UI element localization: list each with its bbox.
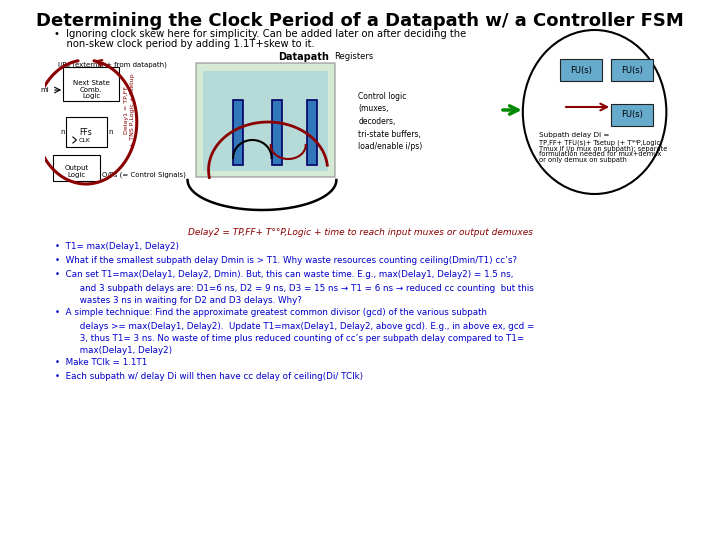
Text: O/Ps (= Control Signals): O/Ps (= Control Signals) [102, 172, 186, 178]
FancyBboxPatch shape [611, 104, 653, 126]
Text: •  T1= max(Delay1, Delay2): • T1= max(Delay1, Delay2) [55, 242, 179, 251]
Text: •  Make TClk = 1.1T1: • Make TClk = 1.1T1 [55, 358, 148, 367]
Text: Logic: Logic [82, 93, 100, 99]
Text: Next State: Next State [73, 80, 109, 86]
FancyBboxPatch shape [560, 59, 603, 81]
Text: •  Can set T1=max(Delay1, Delay2, Dmin). But, this can waste time. E.g., max(Del: • Can set T1=max(Delay1, Delay2, Dmin). … [55, 270, 514, 279]
Text: Control logic
(muxes,
decoders,
tri-state buffers,
load/enable i/ps): Control logic (muxes, decoders, tri-stat… [359, 92, 423, 151]
Text: and 3 subpath delays are: D1=6 ns, D2 = 9 ns, D3 = 15 ns → T1 = 6 ns → reduced c: and 3 subpath delays are: D1=6 ns, D2 = … [55, 284, 534, 293]
Text: •  A simple technique: Find the approximate greatest common divisor (gcd) of the: • A simple technique: Find the approxima… [55, 308, 487, 317]
Text: Output: Output [64, 165, 89, 171]
Text: Delay2 = TP,FF+ T°°P,Logic + time to reach input muxes or output demuxes: Delay2 = TP,FF+ T°°P,Logic + time to rea… [187, 228, 533, 237]
Text: Datapath: Datapath [278, 52, 328, 62]
Circle shape [523, 30, 667, 194]
Text: Comb.: Comb. [80, 87, 102, 93]
Text: •  Ignoring clock skew here for simplicity. Can be added later on after deciding: • Ignoring clock skew here for simplicit… [53, 29, 466, 39]
Text: Determining the Clock Period of a Datapath w/ a Controller FSM: Determining the Clock Period of a Datapa… [36, 12, 684, 30]
Text: FU(s): FU(s) [621, 65, 643, 75]
Text: Registers: Registers [334, 52, 373, 61]
FancyBboxPatch shape [307, 100, 317, 165]
Text: Logic: Logic [67, 172, 86, 178]
FancyBboxPatch shape [203, 71, 328, 171]
Text: formulation needed for mux+demux: formulation needed for mux+demux [539, 151, 662, 157]
FancyBboxPatch shape [197, 63, 336, 177]
Text: Tmux if i/p mux on subpath); separate: Tmux if i/p mux on subpath); separate [539, 145, 668, 152]
Text: max(Delay1, Delay2): max(Delay1, Delay2) [55, 346, 173, 355]
Text: Delay1 = TP,FF
+ TNS P,Logic + Tsetup: Delay1 = TP,FF + TNS P,Logic + Tsetup [124, 73, 135, 147]
Text: FU(s): FU(s) [621, 111, 643, 119]
Text: n: n [60, 129, 65, 135]
Text: Subpath delay Di =: Subpath delay Di = [539, 132, 610, 138]
Text: CLK: CLK [78, 138, 90, 143]
FancyBboxPatch shape [233, 100, 243, 165]
Text: •  Each subpath w/ delay Di will then have cc delay of ceiling(Di/ TClk): • Each subpath w/ delay Di will then hav… [55, 372, 364, 381]
Text: mi: mi [40, 87, 49, 93]
FancyBboxPatch shape [66, 117, 107, 147]
Text: FFs: FFs [80, 128, 92, 137]
Text: I/Ps (external + from datapath): I/Ps (external + from datapath) [58, 62, 167, 69]
Text: wastes 3 ns in waiting for D2 and D3 delays. Why?: wastes 3 ns in waiting for D2 and D3 del… [55, 296, 302, 305]
Text: n: n [108, 129, 112, 135]
Text: or only demux on subpath: or only demux on subpath [539, 157, 627, 163]
Text: non-skew clock period by adding 1.1T+skew to it.: non-skew clock period by adding 1.1T+ske… [53, 39, 315, 49]
Text: FU(s): FU(s) [570, 65, 593, 75]
FancyBboxPatch shape [53, 155, 100, 181]
FancyBboxPatch shape [272, 100, 282, 165]
FancyBboxPatch shape [611, 59, 653, 81]
Text: •  What if the smallest subpath delay Dmin is > T1. Why waste resources counting: • What if the smallest subpath delay Dmi… [55, 256, 518, 265]
Text: 3, thus T1= 3 ns. No waste of time plus reduced counting of cc’s per subpath del: 3, thus T1= 3 ns. No waste of time plus … [55, 334, 525, 343]
Text: delays >= max(Delay1, Delay2).  Update T1=max(Delay1, Delay2, above gcd). E.g., : delays >= max(Delay1, Delay2). Update T1… [55, 322, 535, 331]
Text: TP,FF+ TFU(s)+ Tsetup (+ TᶣᶣP,Logic,: TP,FF+ TFU(s)+ Tsetup (+ TᶣᶣP,Logic, [539, 139, 662, 145]
FancyBboxPatch shape [63, 67, 120, 101]
